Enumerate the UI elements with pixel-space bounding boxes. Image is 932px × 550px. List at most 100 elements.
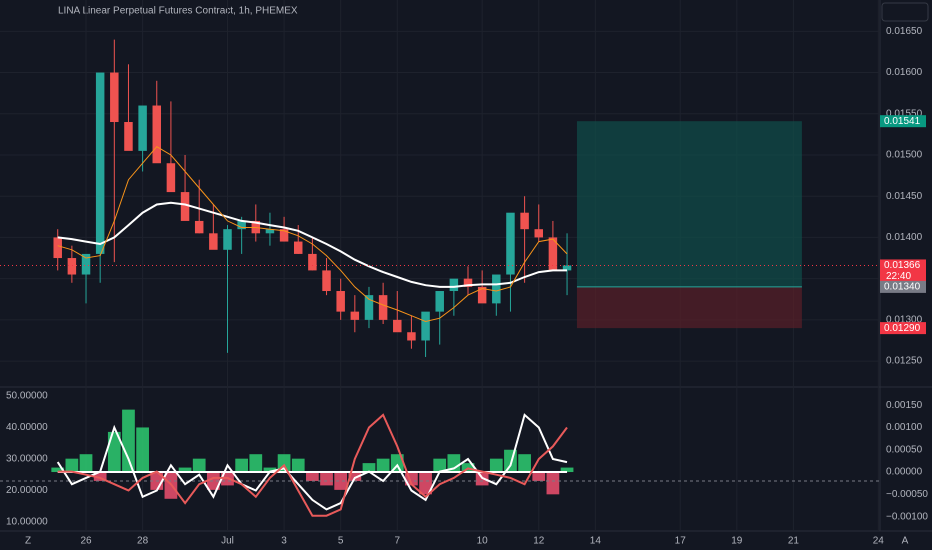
y-tick-label: 40.00000 xyxy=(6,422,48,433)
candle-body xyxy=(110,72,119,123)
histogram-bar xyxy=(136,427,149,473)
candle-body xyxy=(506,212,515,275)
candle-body xyxy=(492,274,501,304)
y-tick-label: 0.01300 xyxy=(886,315,923,326)
histogram-bar xyxy=(433,458,447,473)
y-tick-label: 20.00000 xyxy=(6,485,48,496)
histogram-bar xyxy=(447,454,461,473)
histogram-bar xyxy=(192,458,206,473)
histogram-bar xyxy=(419,472,432,495)
price-label-box xyxy=(880,280,926,293)
candle-body xyxy=(223,229,232,250)
y2-tick-label: 0.00100 xyxy=(886,422,923,433)
histogram-bar xyxy=(122,409,135,473)
histogram-bar xyxy=(376,458,390,473)
histogram-bar xyxy=(560,467,574,473)
histogram-bar xyxy=(107,431,121,473)
y-tick-label: 0.01450 xyxy=(886,191,923,202)
y-tick-label: 0.01650 xyxy=(886,26,923,37)
candle-body xyxy=(534,229,543,238)
y-tick-label: 10.00000 xyxy=(6,517,48,528)
price-label-box xyxy=(880,259,926,284)
candle-body xyxy=(435,291,444,312)
y-tick-label: 30.00000 xyxy=(6,454,48,465)
control-icon[interactable]: Z xyxy=(25,536,31,547)
moving-average xyxy=(57,146,568,323)
histogram-bar xyxy=(348,472,362,481)
menu-button[interactable] xyxy=(881,2,929,22)
stop-zone xyxy=(576,286,802,329)
y2-tick-label: 0.00050 xyxy=(886,444,923,455)
x-tick-label: 26 xyxy=(80,536,92,547)
histogram-bar xyxy=(65,458,79,473)
y2-tick-label: 0.00150 xyxy=(886,400,923,411)
price-label: 0.01290 xyxy=(884,323,921,334)
histogram-bar xyxy=(306,472,319,481)
histogram-bar xyxy=(249,454,263,473)
y-tick-label: 0.01600 xyxy=(886,67,923,78)
x-tick-label: 7 xyxy=(394,536,400,547)
price-label: 0.01366 xyxy=(884,260,921,271)
candle-body xyxy=(364,295,374,320)
candle-body xyxy=(95,72,105,254)
candle-body xyxy=(180,192,190,221)
candle-body xyxy=(152,105,162,164)
histogram-bar xyxy=(79,454,93,473)
histogram-bar xyxy=(518,454,531,473)
x-tick-label: Jul xyxy=(221,536,234,547)
chart-title: LINA Linear Perpetual Futures Contract, … xyxy=(58,6,298,17)
price-label: 0.01541 xyxy=(884,116,921,127)
candle-body xyxy=(124,122,133,151)
y2-tick-label: 0.00000 xyxy=(886,467,923,478)
y2-tick-label: −0.00050 xyxy=(886,489,928,500)
candle-body xyxy=(477,286,487,304)
x-tick-label: 21 xyxy=(788,536,800,547)
candle-body xyxy=(194,220,204,234)
oscillator-line xyxy=(56,413,568,511)
x-tick-label: 14 xyxy=(590,536,602,547)
histogram-bar xyxy=(532,472,546,481)
candle-body xyxy=(407,332,416,341)
target-zone xyxy=(576,121,802,287)
price-label-time: 22:40 xyxy=(886,271,911,282)
histogram-bar xyxy=(320,472,333,486)
histogram-bar xyxy=(362,463,376,473)
y2-tick-label: −0.00100 xyxy=(886,511,928,522)
auto-scale[interactable]: A xyxy=(902,536,909,547)
x-tick-label: 12 xyxy=(533,536,545,547)
candle-body xyxy=(421,311,430,341)
histogram-bar xyxy=(51,467,65,473)
x-tick-label: 10 xyxy=(477,536,489,547)
candle-body xyxy=(67,258,77,275)
histogram-bar xyxy=(546,472,560,495)
candle-body xyxy=(548,237,558,271)
candle-body xyxy=(279,229,289,242)
price-label: 0.01340 xyxy=(884,282,921,293)
candle-body xyxy=(166,163,176,193)
candle-body xyxy=(350,311,360,320)
oscillator-line xyxy=(57,413,568,517)
x-tick-label: 17 xyxy=(675,536,687,547)
y-tick-label: 0.01500 xyxy=(886,150,923,161)
candle-body xyxy=(81,253,91,275)
x-tick-label: 19 xyxy=(731,536,743,547)
candle-body xyxy=(138,105,147,151)
candle-body xyxy=(293,241,303,254)
histogram-bar xyxy=(235,458,249,473)
histogram-bar xyxy=(334,472,348,490)
candle-body xyxy=(562,265,572,271)
candle-body xyxy=(463,278,473,287)
histogram-bar xyxy=(291,458,305,473)
y-tick-label: 0.01550 xyxy=(886,108,923,119)
x-tick-label: 3 xyxy=(281,536,287,547)
price-label-box xyxy=(880,322,926,335)
candle-body xyxy=(265,229,275,234)
moving-average xyxy=(57,201,567,288)
histogram-bar xyxy=(263,467,277,473)
candle-body xyxy=(308,253,317,271)
candle-body xyxy=(520,212,529,230)
price-label-box xyxy=(880,115,926,128)
candle-body xyxy=(336,291,345,312)
